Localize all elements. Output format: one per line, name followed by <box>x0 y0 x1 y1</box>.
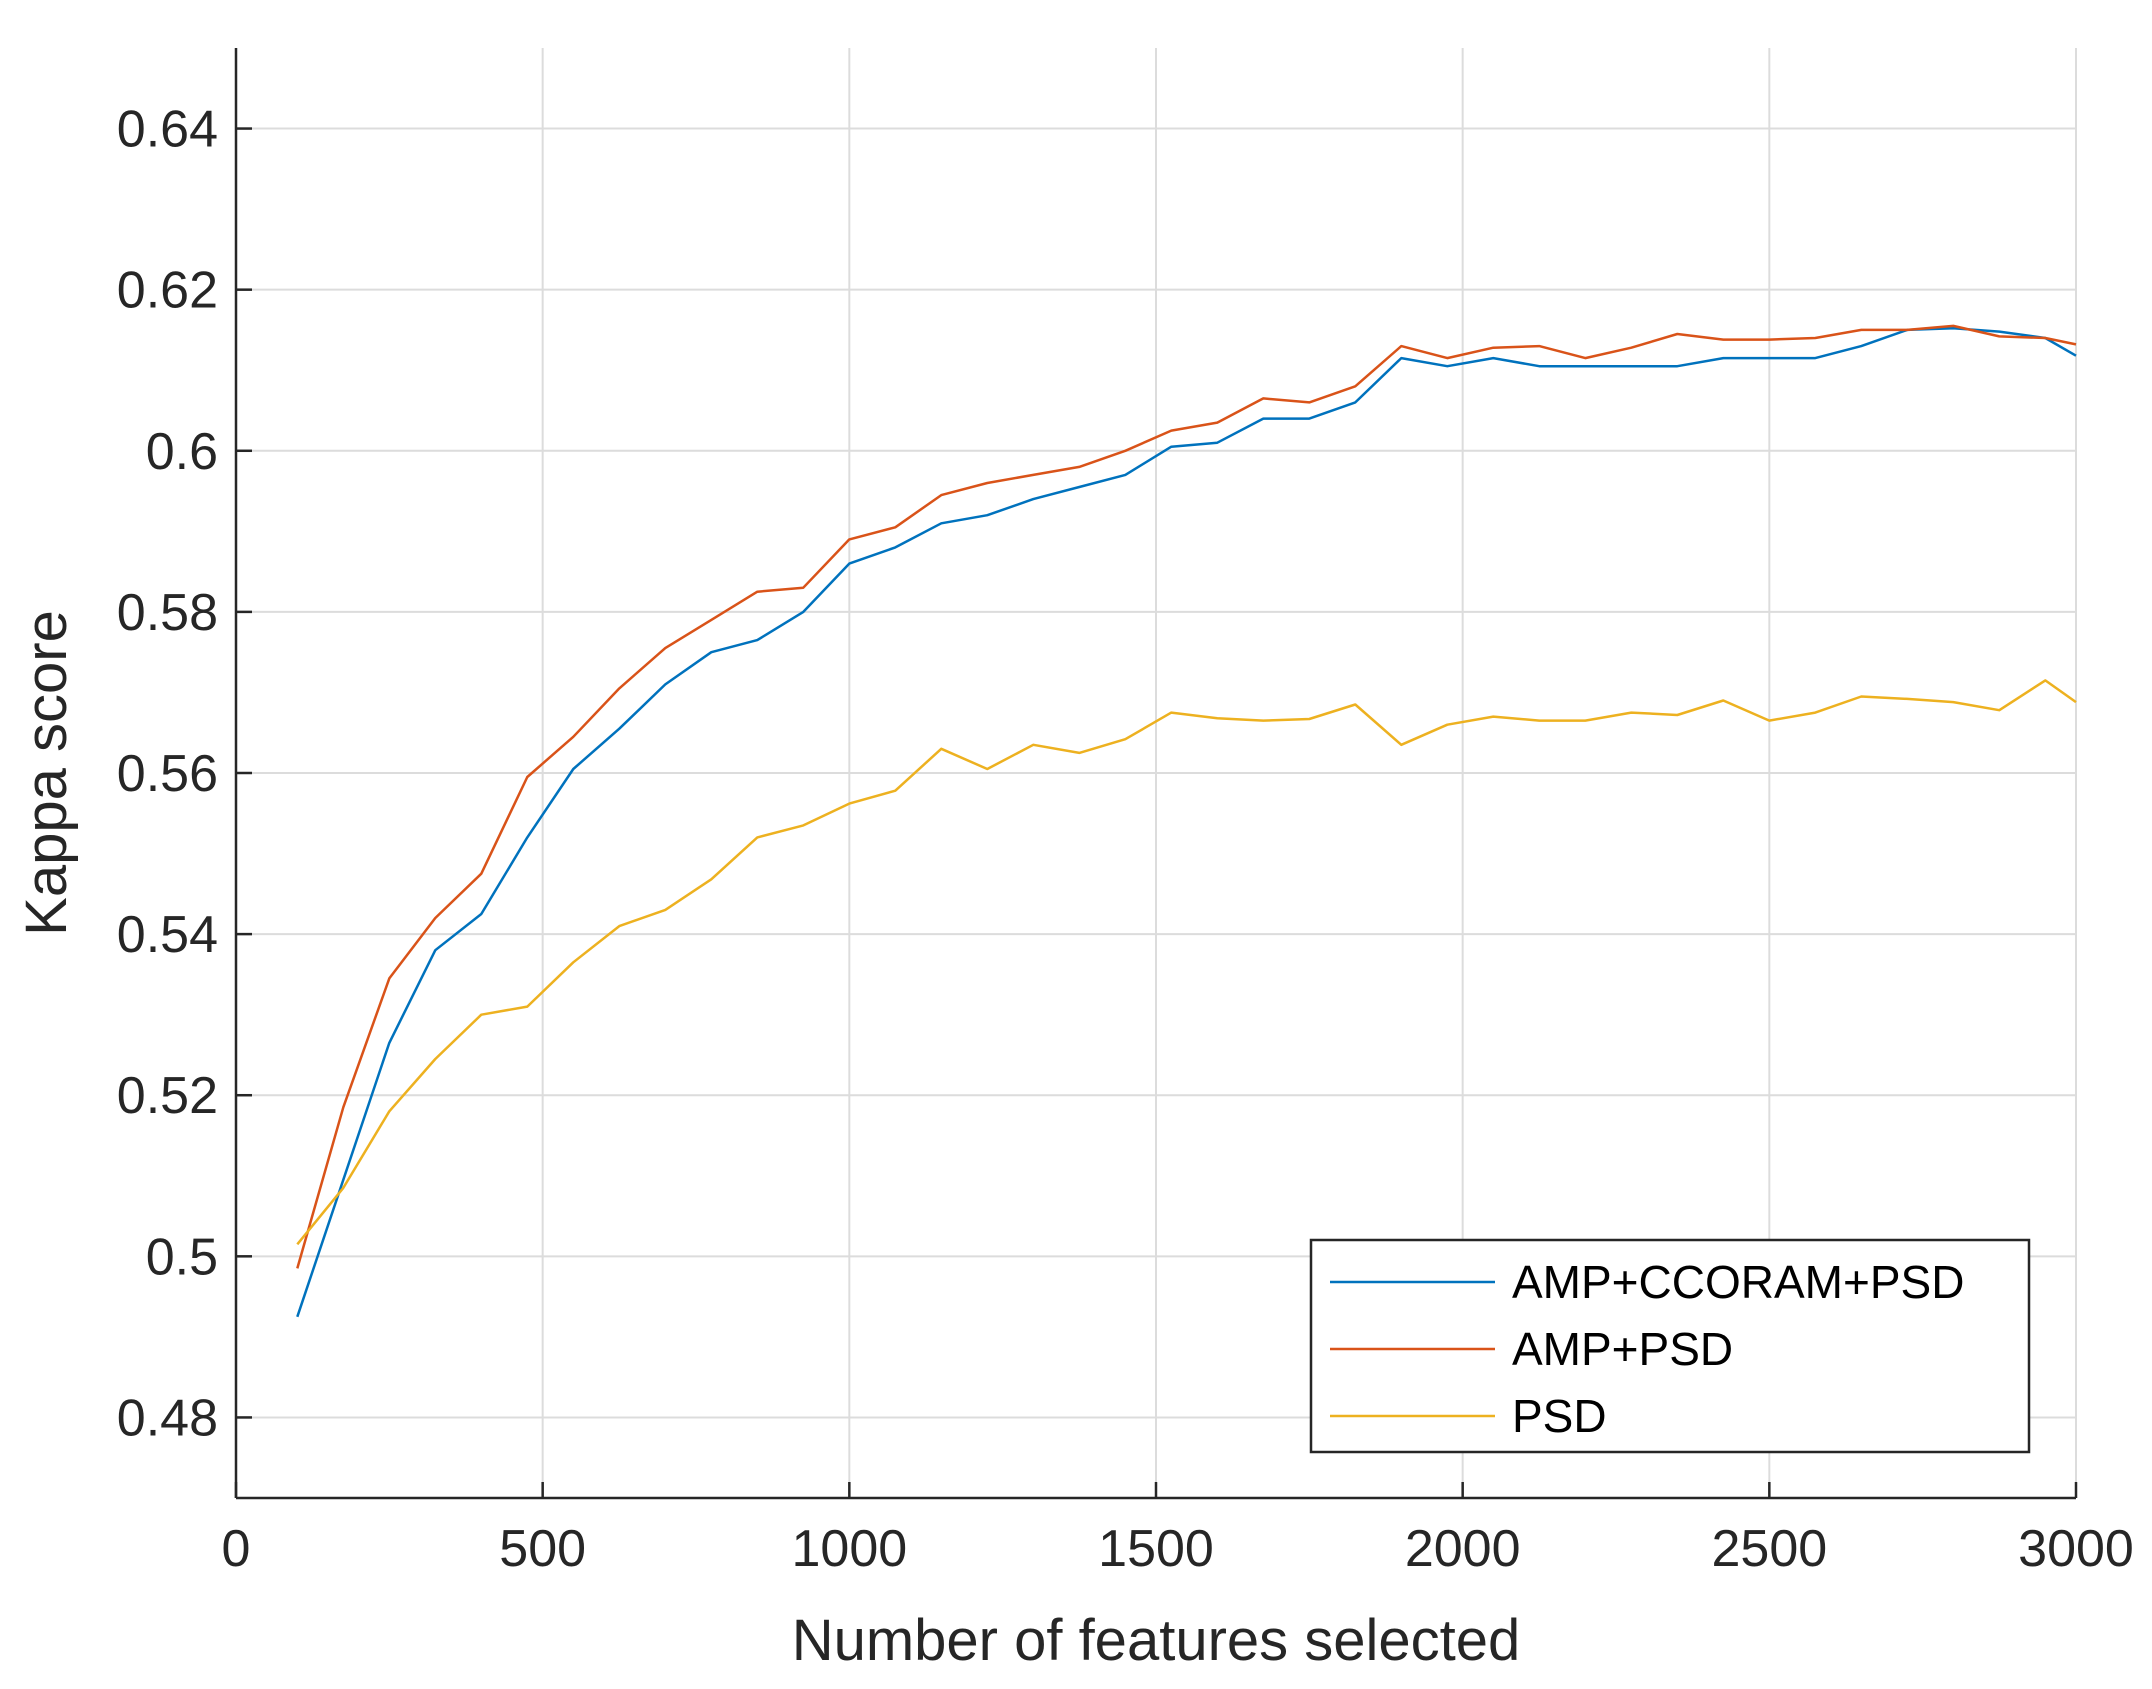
series-line-3 <box>296 679 2077 1246</box>
y-tick-label: 0.5 <box>146 1228 218 1286</box>
x-tick-label: 0 <box>222 1520 251 1578</box>
grid-lines <box>236 48 2077 1498</box>
tick-marks: 0 500 1000 1500 2000 2500 3000 0.48 0.5 0.52 0.54 0… <box>117 101 2134 1578</box>
y-tick-label: 0.48 <box>117 1389 218 1447</box>
y-tick-label: 0.6 <box>146 423 218 481</box>
series-line-2 <box>296 324 2077 1269</box>
y-tick-label: 0.56 <box>117 745 218 803</box>
x-tick-label: 3000 <box>2018 1520 2134 1578</box>
x-tick-label: 1000 <box>791 1520 907 1578</box>
x-tick-label: 1500 <box>1098 1520 1214 1578</box>
y-tick-label: 0.64 <box>117 101 218 159</box>
legend-label: AMP+PSD <box>1512 1323 1733 1375</box>
y-tick-label: 0.54 <box>117 906 218 964</box>
x-tick-label: 500 <box>499 1520 586 1578</box>
series-line-1 <box>296 327 2077 1318</box>
legend-label: PSD <box>1512 1390 1607 1442</box>
y-tick-label: 0.52 <box>117 1067 218 1125</box>
x-axis-label: Number of features selected <box>792 1608 1521 1673</box>
y-axis-label: Kappa score <box>14 610 79 936</box>
legend: AMP+CCORAM+PSD AMP+PSD PSD <box>1309 1238 2031 1454</box>
x-tick-label: 2000 <box>1405 1520 1521 1578</box>
series-lines <box>296 324 2077 1318</box>
y-tick-label: 0.62 <box>117 262 218 320</box>
legend-label: AMP+CCORAM+PSD <box>1512 1256 1964 1308</box>
x-tick-label: 2500 <box>1711 1520 1827 1578</box>
y-tick-label: 0.58 <box>117 584 218 642</box>
